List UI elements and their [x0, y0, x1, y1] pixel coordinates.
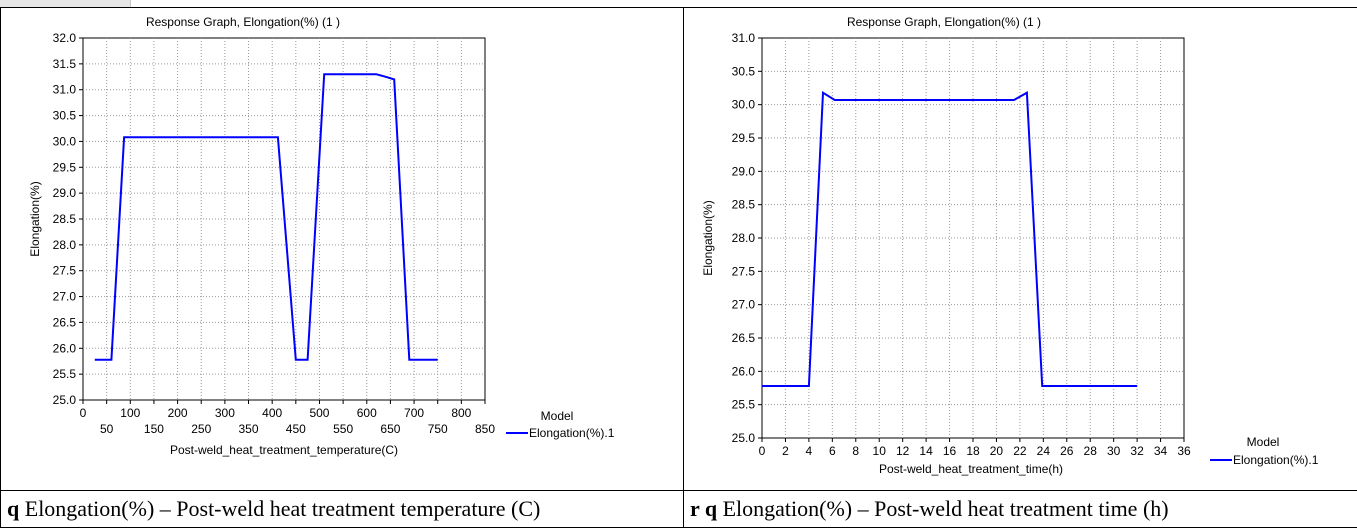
x-tick-label: 200: [168, 406, 188, 420]
y-tick-label: 29.0: [53, 186, 77, 200]
x-tick-label: 400: [262, 406, 282, 420]
x-tick-label: 8: [852, 444, 859, 458]
y-axis-label: Elongation(%): [28, 181, 42, 256]
legend-title: Model: [1247, 435, 1280, 449]
y-tick-label: 27.5: [732, 264, 756, 278]
y-tick-label: 30.5: [732, 64, 756, 78]
y-tick-label: 27.0: [732, 298, 756, 312]
y-tick-label: 27.5: [53, 264, 77, 278]
y-tick-label: 29.5: [732, 131, 756, 145]
x-tick-label: 650: [380, 422, 400, 436]
y-tick-label: 26.0: [732, 364, 756, 378]
x-tick-label: 14: [919, 444, 933, 458]
x-tick-label: 150: [144, 422, 164, 436]
y-tick-label: 26.5: [732, 331, 756, 345]
y-tick-label: 29.0: [732, 164, 756, 178]
y-tick-label: 31.0: [53, 83, 77, 97]
y-tick-label: 25.5: [53, 367, 77, 381]
x-tick-label: 16: [943, 444, 957, 458]
chart-temperature: Response Graph, Elongation(%) (1 ) 25.0 2…: [28, 15, 615, 457]
x-tick-label: 750: [428, 422, 448, 436]
x-tick-label: 500: [309, 406, 329, 420]
x-tick-label: 350: [239, 422, 259, 436]
figure-table: Response Graph, Elongation(%) (1 ) 25.0 2…: [0, 7, 1357, 528]
y-tick-label: 28.0: [53, 238, 77, 252]
series-line-elongation: [762, 90, 1138, 387]
caption-left: q Elongation(%) – Post-weld heat treatme…: [0, 490, 684, 528]
chart-cell-right: Response Graph, Elongation(%) (1 ) 25.0 2…: [683, 7, 1357, 491]
legend-title: Model: [541, 409, 574, 423]
caption-right: r q Elongation(%) – Post-weld heat treat…: [683, 490, 1357, 528]
x-tick-label: 300: [215, 406, 235, 420]
caption-text: Elongation(%) – Post-weld heat treatment…: [717, 496, 1169, 521]
y-tick-label: 32.0: [53, 31, 77, 45]
y-tick-label: 26.5: [53, 315, 77, 329]
x-tick-label: 6: [829, 444, 836, 458]
x-tick-label: 600: [357, 406, 377, 420]
y-tick-label: 30.0: [53, 134, 77, 148]
x-tick-label: 18: [966, 444, 980, 458]
y-axis-label: Elongation(%): [701, 200, 715, 275]
y-tick-label: 25.0: [732, 431, 756, 445]
y-tick-label: 26.0: [53, 341, 77, 355]
x-tick-label: 0: [759, 444, 766, 458]
caption-letter: q: [7, 496, 20, 521]
y-tick-label: 28.5: [732, 198, 756, 212]
y-tick-label: 31.0: [732, 31, 756, 45]
y-tick-label: 30.0: [732, 98, 756, 112]
series-line-elongation: [94, 73, 438, 361]
x-tick-label: 100: [120, 406, 140, 420]
x-tick-label: 26: [1060, 444, 1074, 458]
chart-time: Response Graph, Elongation(%) (1 ) 25.0 2…: [701, 15, 1319, 476]
x-tick-label: 850: [475, 422, 495, 436]
chart-title: Response Graph, Elongation(%) (1 ): [847, 15, 1041, 29]
caption-letter: r q: [690, 496, 718, 521]
x-axis-label: Post-weld_heat_treatment_temperature(C): [170, 443, 398, 457]
x-tick-label: 700: [404, 406, 424, 420]
y-tick-label: 28.5: [53, 212, 77, 226]
x-tick-label: 22: [1013, 444, 1027, 458]
y-tick-label: 29.5: [53, 160, 77, 174]
x-tick-label: 36: [1177, 444, 1191, 458]
x-tick-label: 800: [451, 406, 471, 420]
legend-entry: Elongation(%).1: [1233, 453, 1319, 467]
x-tick-label: 34: [1154, 444, 1168, 458]
x-axis-label: Post-weld_heat_treatment_time(h): [879, 462, 1063, 476]
x-tick-label: 450: [286, 422, 306, 436]
x-tick-label: 0: [80, 406, 87, 420]
chart-title: Response Graph, Elongation(%) (1 ): [146, 15, 340, 29]
y-tick-label: 31.5: [53, 57, 77, 71]
y-tick-label: 27.0: [53, 290, 77, 304]
caption-text: Elongation(%) – Post-weld heat treatment…: [19, 496, 541, 521]
x-tick-label: 250: [191, 422, 211, 436]
x-tick-label: 28: [1084, 444, 1098, 458]
y-tick-label: 25.0: [53, 393, 77, 407]
x-tick-label: 30: [1107, 444, 1121, 458]
y-tick-label: 28.0: [732, 231, 756, 245]
x-tick-label: 12: [896, 444, 910, 458]
x-tick-label: 20: [990, 444, 1004, 458]
x-tick-label: 2: [782, 444, 789, 458]
x-tick-label: 10: [873, 444, 887, 458]
y-tick-label: 30.5: [53, 109, 77, 123]
x-tick-label: 50: [100, 422, 114, 436]
y-tick-label: 25.5: [732, 398, 756, 412]
legend-entry: Elongation(%).1: [529, 426, 615, 440]
x-tick-label: 32: [1130, 444, 1144, 458]
x-tick-label: 4: [806, 444, 813, 458]
window-tab-stub: [0, 0, 131, 7]
chart-cell-left: Response Graph, Elongation(%) (1 ) 25.0 2…: [0, 7, 684, 491]
x-tick-label: 550: [333, 422, 353, 436]
x-tick-label: 24: [1037, 444, 1051, 458]
